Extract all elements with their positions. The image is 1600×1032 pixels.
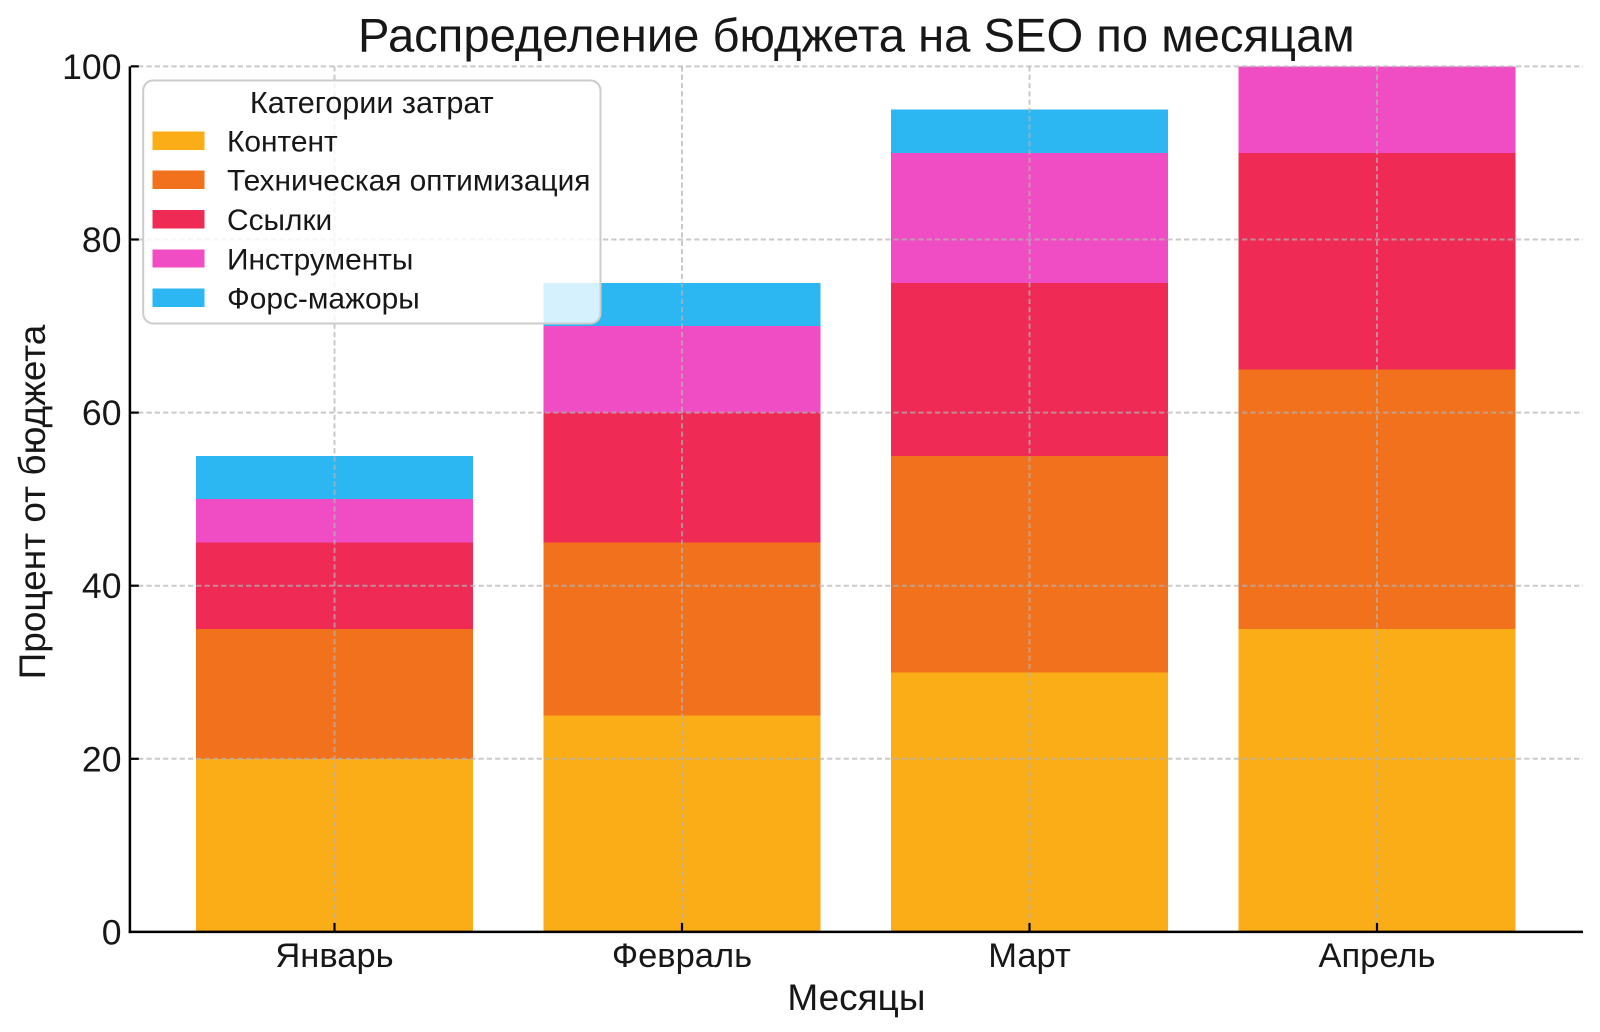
svg-text:Январь: Январь xyxy=(275,937,393,975)
svg-text:Контент: Контент xyxy=(227,125,338,158)
svg-text:Февраль: Февраль xyxy=(612,937,752,975)
svg-text:Месяцы: Месяцы xyxy=(787,977,925,1018)
svg-text:Ссылки: Ссылки xyxy=(227,204,332,237)
svg-text:Техническая оптимизация: Техническая оптимизация xyxy=(227,165,590,198)
svg-text:20: 20 xyxy=(82,739,122,779)
svg-text:Распределение бюджета на SEO п: Распределение бюджета на SEO по месяцам xyxy=(358,10,1355,63)
svg-text:Процент от бюджета: Процент от бюджета xyxy=(12,324,53,679)
svg-text:Категории затрат: Категории затрат xyxy=(250,86,494,120)
svg-text:100: 100 xyxy=(62,47,121,87)
svg-text:0: 0 xyxy=(102,912,122,952)
svg-text:60: 60 xyxy=(82,393,122,433)
svg-text:Форс-мажоры: Форс-мажоры xyxy=(227,283,420,316)
svg-text:40: 40 xyxy=(82,566,122,606)
svg-text:Инструменты: Инструменты xyxy=(227,243,413,276)
svg-text:80: 80 xyxy=(82,220,122,260)
svg-text:Апрель: Апрель xyxy=(1318,937,1435,975)
svg-text:Март: Март xyxy=(988,937,1071,975)
